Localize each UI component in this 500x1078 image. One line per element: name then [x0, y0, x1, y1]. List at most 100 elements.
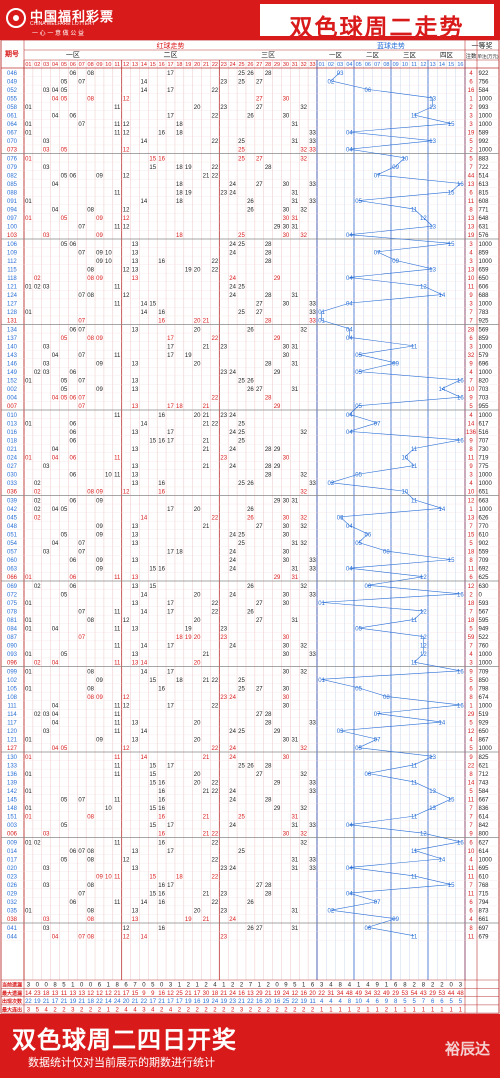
red-ball-number: 21 [203, 524, 210, 530]
stat-value: 2 [440, 983, 444, 989]
stat-value: 8 [53, 983, 57, 989]
prize-amount: 559 [479, 550, 490, 556]
red-ball-number: 11 [114, 413, 121, 419]
blue-ball-number: 07 [374, 250, 381, 256]
red-ball-number: 28 [265, 242, 272, 248]
red-ball-number: 23 [220, 866, 227, 872]
blue-ball-number: 04 [346, 823, 353, 829]
red-ball-number: 18 [176, 165, 183, 171]
red-ball-number: 01 [25, 199, 32, 205]
red-ball-number: 15 [149, 165, 156, 171]
red-ball-number: 10 [105, 874, 112, 880]
red-column-number: 29 [274, 62, 280, 68]
stat-value: 3 [27, 1007, 31, 1013]
red-ball-number: 15 [149, 772, 156, 778]
blue-column-number: 02 [328, 62, 334, 68]
red-ball-number: 24 [229, 242, 236, 248]
red-ball-number: 14 [141, 644, 148, 650]
blue-ball-number: 10 [402, 490, 409, 496]
stat-value: 13 [52, 991, 59, 997]
red-ball-number: 32 [300, 233, 307, 239]
red-ball-number: 03 [43, 139, 50, 145]
red-ball-number: 16 [158, 798, 165, 804]
stat-value: 3 [71, 1007, 75, 1013]
blue-ball-number: 16 [457, 379, 464, 385]
blue-column-number: 15 [448, 62, 454, 68]
red-ball-number: 33 [309, 567, 316, 573]
red-ball-number: 06 [69, 438, 76, 444]
prize-amount: 836 [479, 806, 490, 812]
issue-number: 127 [7, 746, 18, 752]
red-ball-number: 25 [238, 541, 245, 547]
blue-ball-number: 02 [328, 481, 335, 487]
red-ball-number: 11 [114, 353, 121, 359]
prize-notes: 5 [469, 627, 473, 633]
red-ball-number: 13 [132, 447, 139, 453]
blue-ball-number: 12 [420, 609, 427, 615]
blue-ball-number: 11 [411, 849, 418, 855]
stat-value: 17 [194, 991, 201, 997]
stat-value: 0 [160, 983, 164, 989]
issue-number: 121 [7, 738, 18, 744]
red-ball-number: 02 [34, 840, 41, 846]
red-ball-number: 33 [309, 182, 316, 188]
red-ball-number: 12 [123, 208, 130, 214]
prize-notes: 13 [468, 225, 475, 231]
red-ball-number: 07 [78, 353, 85, 359]
red-ball-number: 05 [61, 148, 68, 154]
prize-notes: 9 [469, 832, 473, 838]
prize-amount: 1000 [479, 746, 493, 752]
red-ball-number: 17 [167, 823, 174, 829]
prize-notes: 8 [469, 772, 473, 778]
blue-ball-number: 04 [346, 131, 353, 137]
red-ball-number: 14 [141, 934, 148, 940]
blue-ball-number: 04 [346, 336, 353, 342]
prize-notes: 29 [468, 712, 475, 718]
prize-notes: 4 [469, 481, 473, 487]
red-ball-number: 31 [291, 199, 298, 205]
red-ball-number: 13 [132, 250, 139, 256]
red-ball-number: 17 [167, 344, 174, 350]
stat-value: 31 [328, 991, 335, 997]
red-column-number: 25 [238, 62, 244, 68]
blue-ball-number: 14 [439, 507, 446, 513]
stat-value: 4 [133, 1007, 137, 1013]
red-column-number: 09 [96, 62, 102, 68]
red-ball-number: 28 [265, 712, 272, 718]
red-ball-number: 20 [194, 909, 201, 915]
red-ball-number: 12 [123, 926, 130, 932]
red-ball-number: 15 [149, 892, 156, 898]
red-ball-number: 33 [309, 652, 316, 658]
issue-number: 121 [7, 285, 18, 291]
issue-number: 009 [7, 840, 18, 846]
red-column-number: 17 [167, 62, 173, 68]
stat-value: 4 [124, 1007, 128, 1013]
red-ball-number: 13 [132, 481, 139, 487]
issue-number: 096 [7, 661, 18, 667]
stat-value: 13 [247, 991, 254, 997]
red-ball-number: 17 [167, 669, 174, 675]
stat-value: 4 [151, 1007, 155, 1013]
red-ball-number: 27 [256, 883, 263, 889]
prize-notes: 6 [469, 840, 473, 846]
stat-value: 22 [291, 999, 298, 1005]
red-ball-number: 25 [238, 849, 245, 855]
red-column-number: 18 [176, 62, 182, 68]
prize-amount: 610 [479, 874, 490, 880]
red-ball-number: 08 [87, 909, 94, 915]
prize-amount: 631 [479, 225, 490, 231]
red-ball-number: 01 [25, 806, 32, 812]
stat-value: 2 [231, 1007, 235, 1013]
red-ball-number: 21 [203, 421, 210, 427]
red-ball-number: 14 [141, 310, 148, 316]
prize-notes: 14 [468, 421, 475, 427]
prize-amount: 1000 [479, 473, 493, 479]
blue-ball-number: 11 [411, 498, 418, 504]
red-ball-number: 08 [87, 490, 94, 496]
prize-amount: 929 [479, 721, 490, 727]
prize-notes: 15 [468, 532, 475, 538]
red-ball-number: 33 [309, 823, 316, 829]
blue-ball-number: 04 [346, 327, 353, 333]
red-ball-number: 24 [229, 592, 236, 598]
stat-value: 2 [258, 1007, 262, 1013]
